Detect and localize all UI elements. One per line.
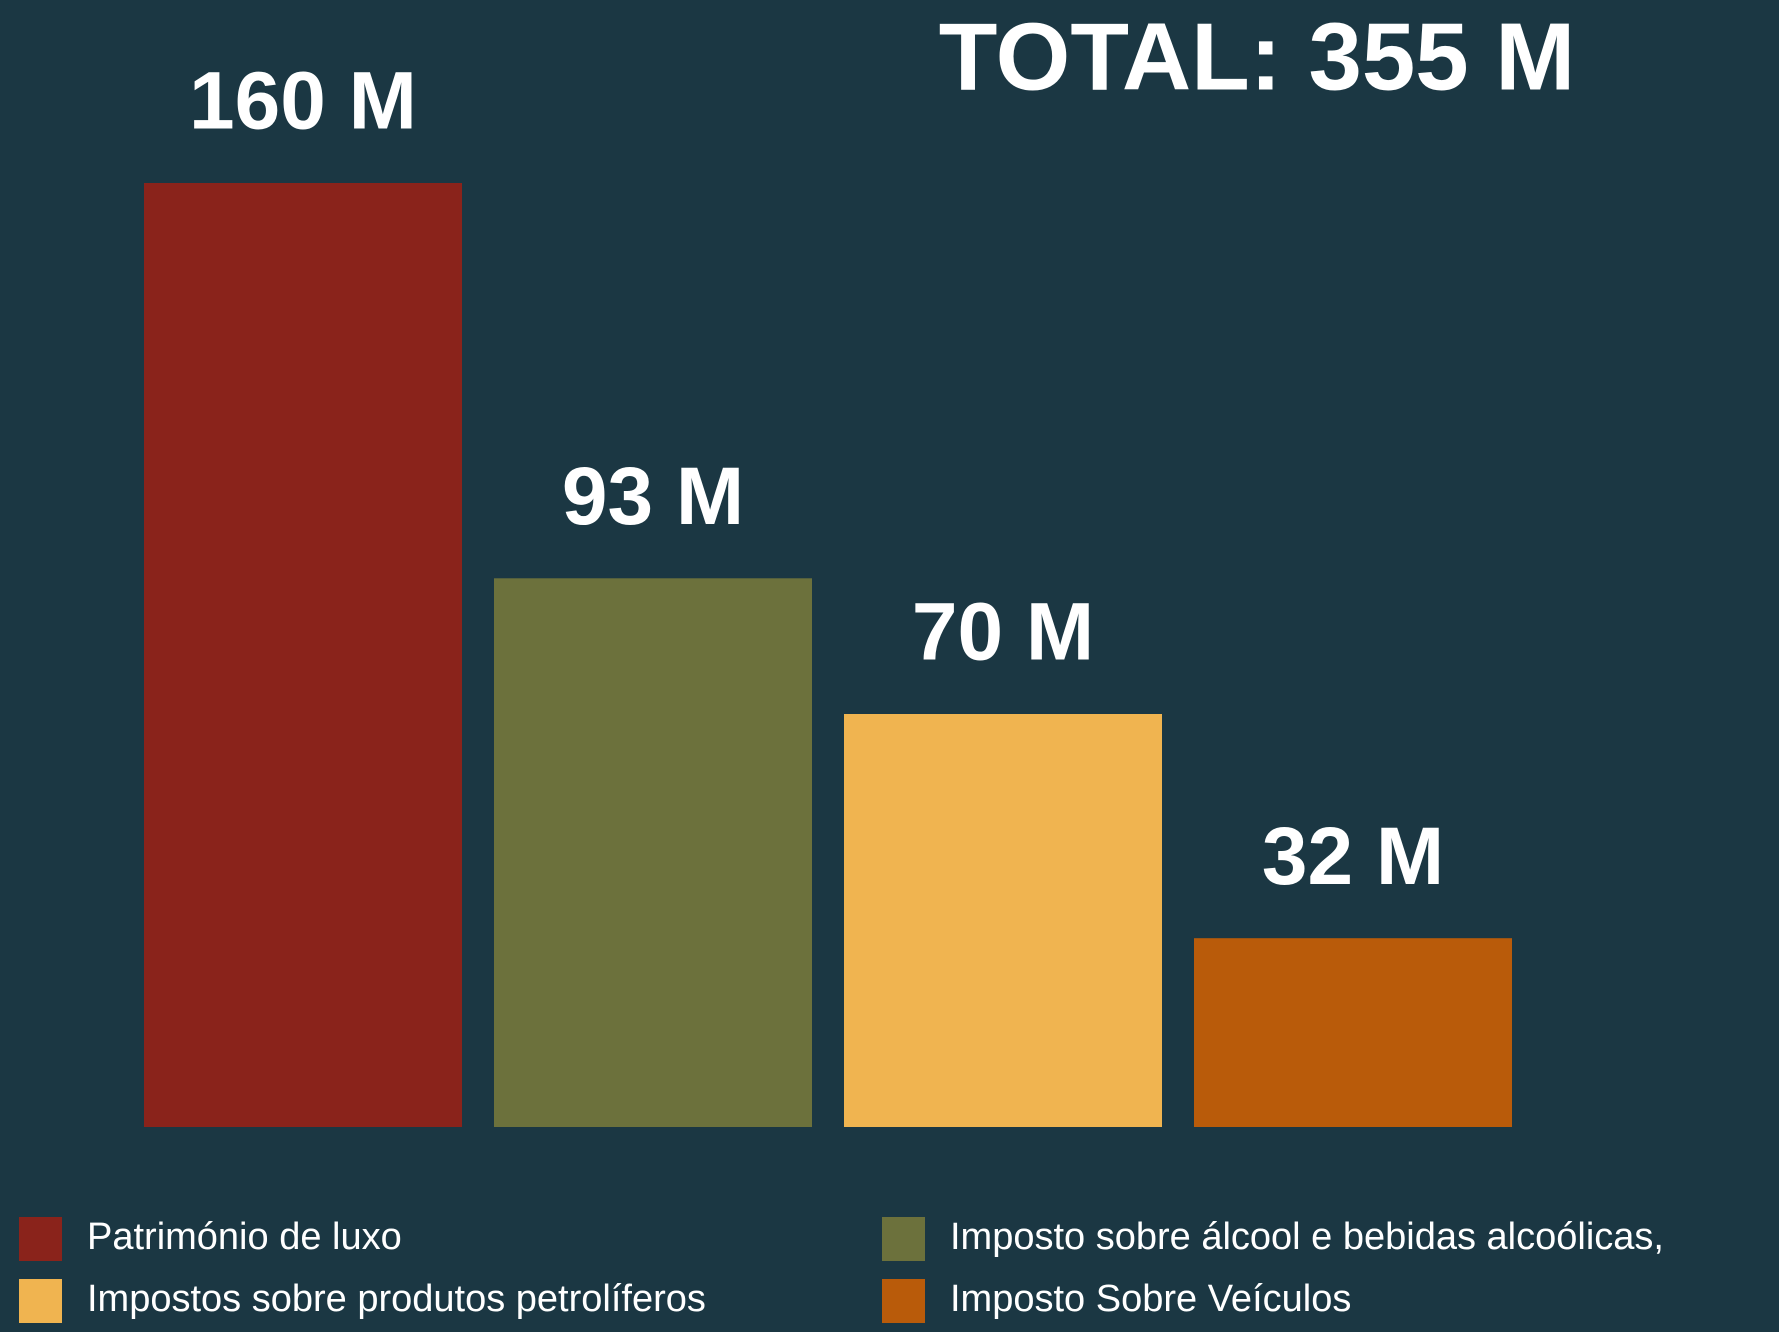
data-label: 93 M <box>562 451 744 542</box>
chart-title: TOTAL: 355 M <box>939 3 1576 110</box>
legend-label: Imposto Sobre Veículos <box>950 1278 1351 1320</box>
legend-label: Imposto sobre álcool e bebidas alcoólica… <box>950 1216 1664 1258</box>
legend-swatch <box>882 1217 925 1261</box>
data-label: 70 M <box>912 587 1094 678</box>
legend-swatch <box>882 1279 925 1323</box>
data-label: 160 M <box>189 56 417 147</box>
legend-swatch <box>19 1279 62 1323</box>
legend-swatch <box>19 1217 62 1261</box>
bar <box>494 578 812 1127</box>
legend-label: Impostos sobre produtos petrolíferos <box>87 1278 706 1320</box>
legend-label: Património de luxo <box>87 1216 402 1258</box>
bar <box>144 183 462 1127</box>
data-label: 32 M <box>1262 811 1444 902</box>
bar <box>1194 938 1512 1127</box>
bar <box>844 714 1162 1127</box>
